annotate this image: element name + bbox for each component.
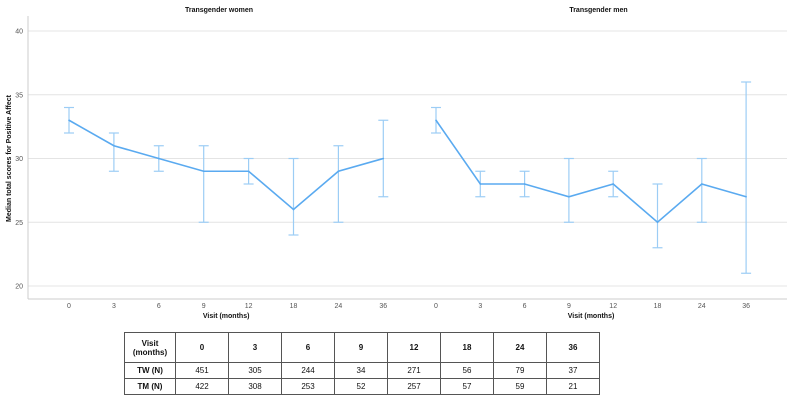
data-point bbox=[656, 221, 659, 224]
x-tick-label: 12 bbox=[245, 303, 253, 310]
table-cell: 308 bbox=[228, 378, 282, 395]
data-point bbox=[479, 183, 482, 185]
data-point bbox=[523, 183, 526, 185]
y-tick-label: 35 bbox=[15, 92, 23, 99]
x-tick-label: 36 bbox=[379, 303, 387, 310]
table-cell: 34 bbox=[334, 362, 388, 379]
data-point bbox=[701, 183, 703, 185]
x-tick-label: 6 bbox=[157, 303, 161, 310]
table-header-cell: 0 bbox=[175, 332, 229, 363]
x-tick-label: 24 bbox=[335, 303, 343, 310]
x-tick-label: 0 bbox=[434, 303, 438, 310]
table-cell: 244 bbox=[281, 362, 335, 379]
x-tick-label: 9 bbox=[202, 303, 206, 310]
error-bar bbox=[108, 132, 119, 172]
table-header-cell: 18 bbox=[440, 332, 494, 363]
error-bar bbox=[198, 145, 209, 223]
x-axis-label: Visit (months) bbox=[203, 313, 250, 320]
table-cell: 257 bbox=[387, 378, 441, 395]
table-header-row: Visit (months) 0 3 6 9 12 18 24 36 bbox=[124, 332, 600, 363]
x-tick-label: 3 bbox=[112, 303, 116, 310]
panel-title: Transgender men bbox=[569, 7, 627, 14]
table-header-cell: 9 bbox=[334, 332, 388, 363]
sample-size-table: Visit (months) 0 3 6 9 12 18 24 36 TW (N… bbox=[124, 332, 600, 395]
error-bar bbox=[563, 157, 574, 223]
table-cell: 37 bbox=[546, 362, 600, 379]
table-header-cell: 3 bbox=[228, 332, 282, 363]
table-row: TW (N) 451 305 244 34 271 56 79 37 bbox=[124, 362, 600, 379]
error-bar bbox=[288, 157, 299, 236]
table-cell: 57 bbox=[440, 378, 494, 395]
table-cell: 305 bbox=[228, 362, 282, 379]
error-bar bbox=[333, 145, 344, 223]
x-tick-label: 18 bbox=[290, 303, 298, 310]
table-row: TM (N) 422 308 253 52 257 57 59 21 bbox=[124, 378, 600, 395]
table-header-cell: 24 bbox=[493, 332, 547, 363]
error-bar bbox=[652, 183, 663, 249]
data-point bbox=[612, 183, 614, 185]
x-tick-label: 36 bbox=[742, 303, 750, 310]
table-cell: 56 bbox=[440, 362, 494, 379]
table-cell: 79 bbox=[493, 362, 547, 379]
data-point bbox=[382, 157, 385, 160]
x-tick-label: 18 bbox=[654, 303, 662, 310]
data-point bbox=[568, 195, 570, 198]
x-tick-label: 9 bbox=[567, 303, 571, 310]
median-line bbox=[435, 119, 747, 224]
error-bar bbox=[741, 81, 752, 274]
x-tick-label: 6 bbox=[523, 303, 527, 310]
data-point bbox=[68, 119, 70, 122]
table-header-cell: 12 bbox=[387, 332, 441, 363]
panel-title: Transgender women bbox=[185, 7, 253, 14]
x-tick-label: 3 bbox=[478, 303, 482, 310]
table-cell: 451 bbox=[175, 362, 229, 379]
x-tick-label: 0 bbox=[67, 303, 71, 310]
table-cell: TW (N) bbox=[124, 362, 176, 379]
table-cell: 52 bbox=[334, 378, 388, 395]
y-tick-label: 20 bbox=[15, 284, 23, 291]
table-header-cell: 6 bbox=[281, 332, 335, 363]
table-cell: 422 bbox=[175, 378, 229, 395]
y-tick-label: 40 bbox=[15, 29, 23, 36]
table-cell: 253 bbox=[281, 378, 335, 395]
table-cell: TM (N) bbox=[124, 378, 176, 395]
data-point bbox=[337, 170, 340, 173]
table-header-cell: 36 bbox=[546, 332, 600, 363]
x-axis-label: Visit (months) bbox=[568, 313, 615, 320]
table-cell: 271 bbox=[387, 362, 441, 379]
data-point bbox=[202, 170, 205, 173]
data-point bbox=[435, 119, 437, 122]
data-point bbox=[247, 170, 250, 173]
data-point bbox=[745, 195, 747, 198]
table-cell: 21 bbox=[546, 378, 600, 395]
table-cell: 59 bbox=[493, 378, 547, 395]
x-tick-label: 24 bbox=[698, 303, 706, 310]
table-header-cell: Visit (months) bbox=[124, 332, 176, 363]
y-tick-label: 25 bbox=[15, 220, 23, 227]
data-point bbox=[292, 208, 295, 211]
data-point bbox=[158, 157, 160, 160]
x-tick-label: 12 bbox=[609, 303, 617, 310]
median-line bbox=[68, 119, 384, 211]
error-bar bbox=[696, 157, 707, 223]
data-point bbox=[113, 144, 115, 147]
y-tick-label: 30 bbox=[15, 156, 23, 163]
y-axis-label: Median total scores for Positive Affect bbox=[6, 94, 13, 222]
